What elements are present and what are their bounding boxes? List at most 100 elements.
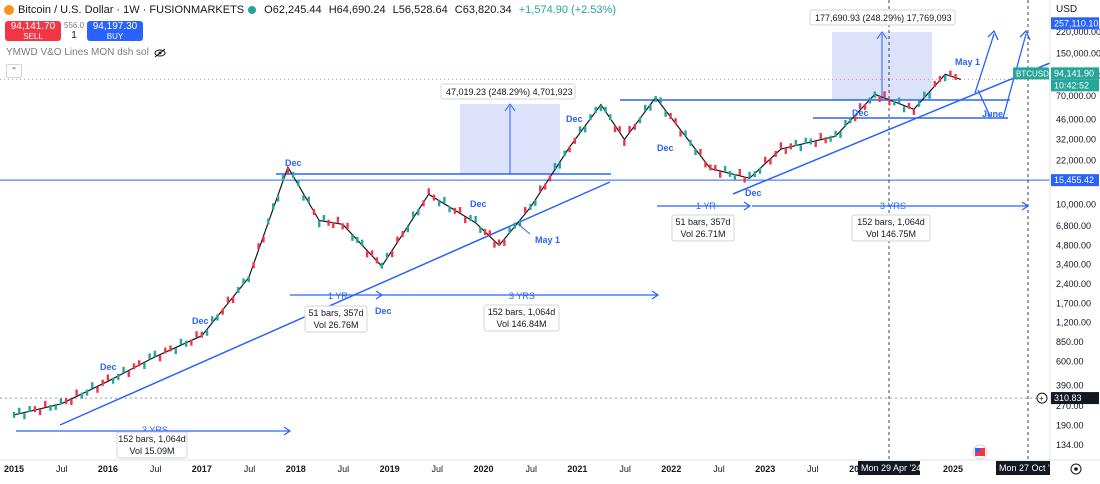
candle	[44, 400, 47, 407]
candle	[38, 409, 42, 416]
candle	[907, 102, 911, 109]
candle	[351, 234, 354, 241]
y-tick-label: 190.00	[1056, 421, 1084, 431]
price-tag	[1051, 67, 1099, 80]
dec-label: Dec	[657, 143, 674, 153]
candle	[49, 404, 52, 411]
dec-label: Dec	[285, 158, 302, 168]
candle	[396, 236, 399, 243]
date-tag-label: Mon 29 Apr '24	[861, 463, 921, 473]
y-tick-label: 1,700.00	[1056, 298, 1091, 308]
candle	[257, 243, 260, 250]
bars-label: 51 bars, 357d	[308, 308, 363, 318]
x-tick-label: 2015	[4, 464, 24, 474]
candle	[479, 226, 482, 233]
dec-label: Dec	[375, 306, 392, 316]
change-value: +1,574.90 (+2.53%)	[518, 4, 616, 16]
candle	[883, 91, 886, 98]
measure-label-box	[440, 83, 576, 100]
candle	[370, 250, 374, 257]
candle	[281, 175, 285, 182]
candle	[878, 95, 881, 102]
candle	[356, 236, 359, 243]
spread-box: 556.0 1	[64, 21, 84, 41]
candle	[179, 338, 183, 345]
candle	[573, 137, 576, 144]
candle	[714, 164, 717, 171]
vol-label: Vol 146.75M	[866, 229, 916, 239]
bars-label: 51 bars, 357d	[675, 217, 730, 227]
candle	[679, 130, 682, 137]
candle	[669, 112, 672, 119]
dec-label: Dec	[852, 108, 869, 118]
sell-label: SELL	[23, 32, 43, 41]
spread-value: 556.0	[64, 21, 85, 30]
eye-off-icon[interactable]	[154, 48, 166, 58]
period-arrow-3yr-head	[283, 426, 292, 436]
candle	[262, 236, 265, 243]
indicator-legend[interactable]: YMWD V&O Lines MON dsh sol	[6, 47, 166, 58]
candle	[200, 331, 203, 338]
y-tick-label: 1,200.00	[1056, 318, 1091, 328]
y-tick-label: 32,000.00	[1056, 135, 1096, 145]
stat-box	[304, 305, 368, 333]
symbol-title[interactable]: Bitcoin / U.S. Dollar · 1W · FUSIONMARKE…	[4, 4, 257, 16]
candle	[584, 126, 587, 133]
stat-box	[116, 431, 188, 459]
buy-button[interactable]: 94,197.30 BUY	[87, 21, 143, 41]
candle	[148, 353, 151, 360]
candle	[943, 75, 947, 82]
symbol-name[interactable]: Bitcoin / U.S. Dollar · 1W · FUSIONMARKE…	[18, 4, 245, 16]
candle	[443, 196, 446, 203]
candle	[649, 104, 652, 111]
candle	[195, 331, 198, 338]
candle	[138, 360, 141, 367]
quantity-value[interactable]: 1	[71, 30, 77, 41]
collapse-legend-button[interactable]: ⌃	[6, 64, 22, 78]
candle	[748, 171, 751, 178]
candle	[604, 106, 607, 113]
candle	[23, 413, 26, 420]
candle	[769, 158, 772, 165]
dec-label: Dec	[470, 199, 487, 209]
june-label: June	[982, 109, 1003, 119]
vol-label: Vol 146.84M	[496, 319, 546, 329]
candle	[432, 194, 436, 201]
x-tick-label: 2018	[286, 464, 306, 474]
sell-price: 94,141.70	[10, 21, 56, 32]
currency-selector[interactable]: USD	[1052, 2, 1100, 18]
candle	[774, 150, 777, 157]
projection-arrow	[977, 89, 991, 117]
price-tag-label: 10:42:52	[1054, 80, 1089, 90]
candle	[453, 207, 457, 214]
candle	[809, 138, 812, 145]
y-tick-label: 850.00	[1056, 337, 1084, 347]
candle	[336, 216, 340, 223]
price-tag-label: 310.83	[1054, 393, 1082, 403]
candle	[849, 117, 852, 124]
candle	[518, 220, 522, 227]
candle	[928, 92, 931, 99]
candle	[221, 308, 224, 315]
candle	[375, 257, 379, 264]
candle	[638, 117, 642, 124]
y-tick-label: 6,800.00	[1056, 221, 1091, 231]
crosshair-add-icon	[1036, 392, 1048, 404]
candle	[33, 406, 37, 413]
candle	[297, 180, 300, 187]
candle	[307, 196, 310, 203]
sell-button[interactable]: 94,141.70 SELL	[5, 21, 61, 41]
vol-label: Vol 15.09M	[129, 446, 174, 456]
candle	[644, 104, 647, 111]
candle	[391, 251, 394, 258]
candle	[401, 231, 404, 238]
candle	[493, 241, 496, 248]
candle	[949, 70, 952, 77]
price-tag	[1051, 79, 1099, 92]
x-tick-label: Jul	[525, 464, 537, 474]
candle	[764, 156, 767, 163]
measure-label: 47,019.23 (248.29%) 4,701,923	[446, 87, 573, 97]
candle	[794, 139, 797, 146]
